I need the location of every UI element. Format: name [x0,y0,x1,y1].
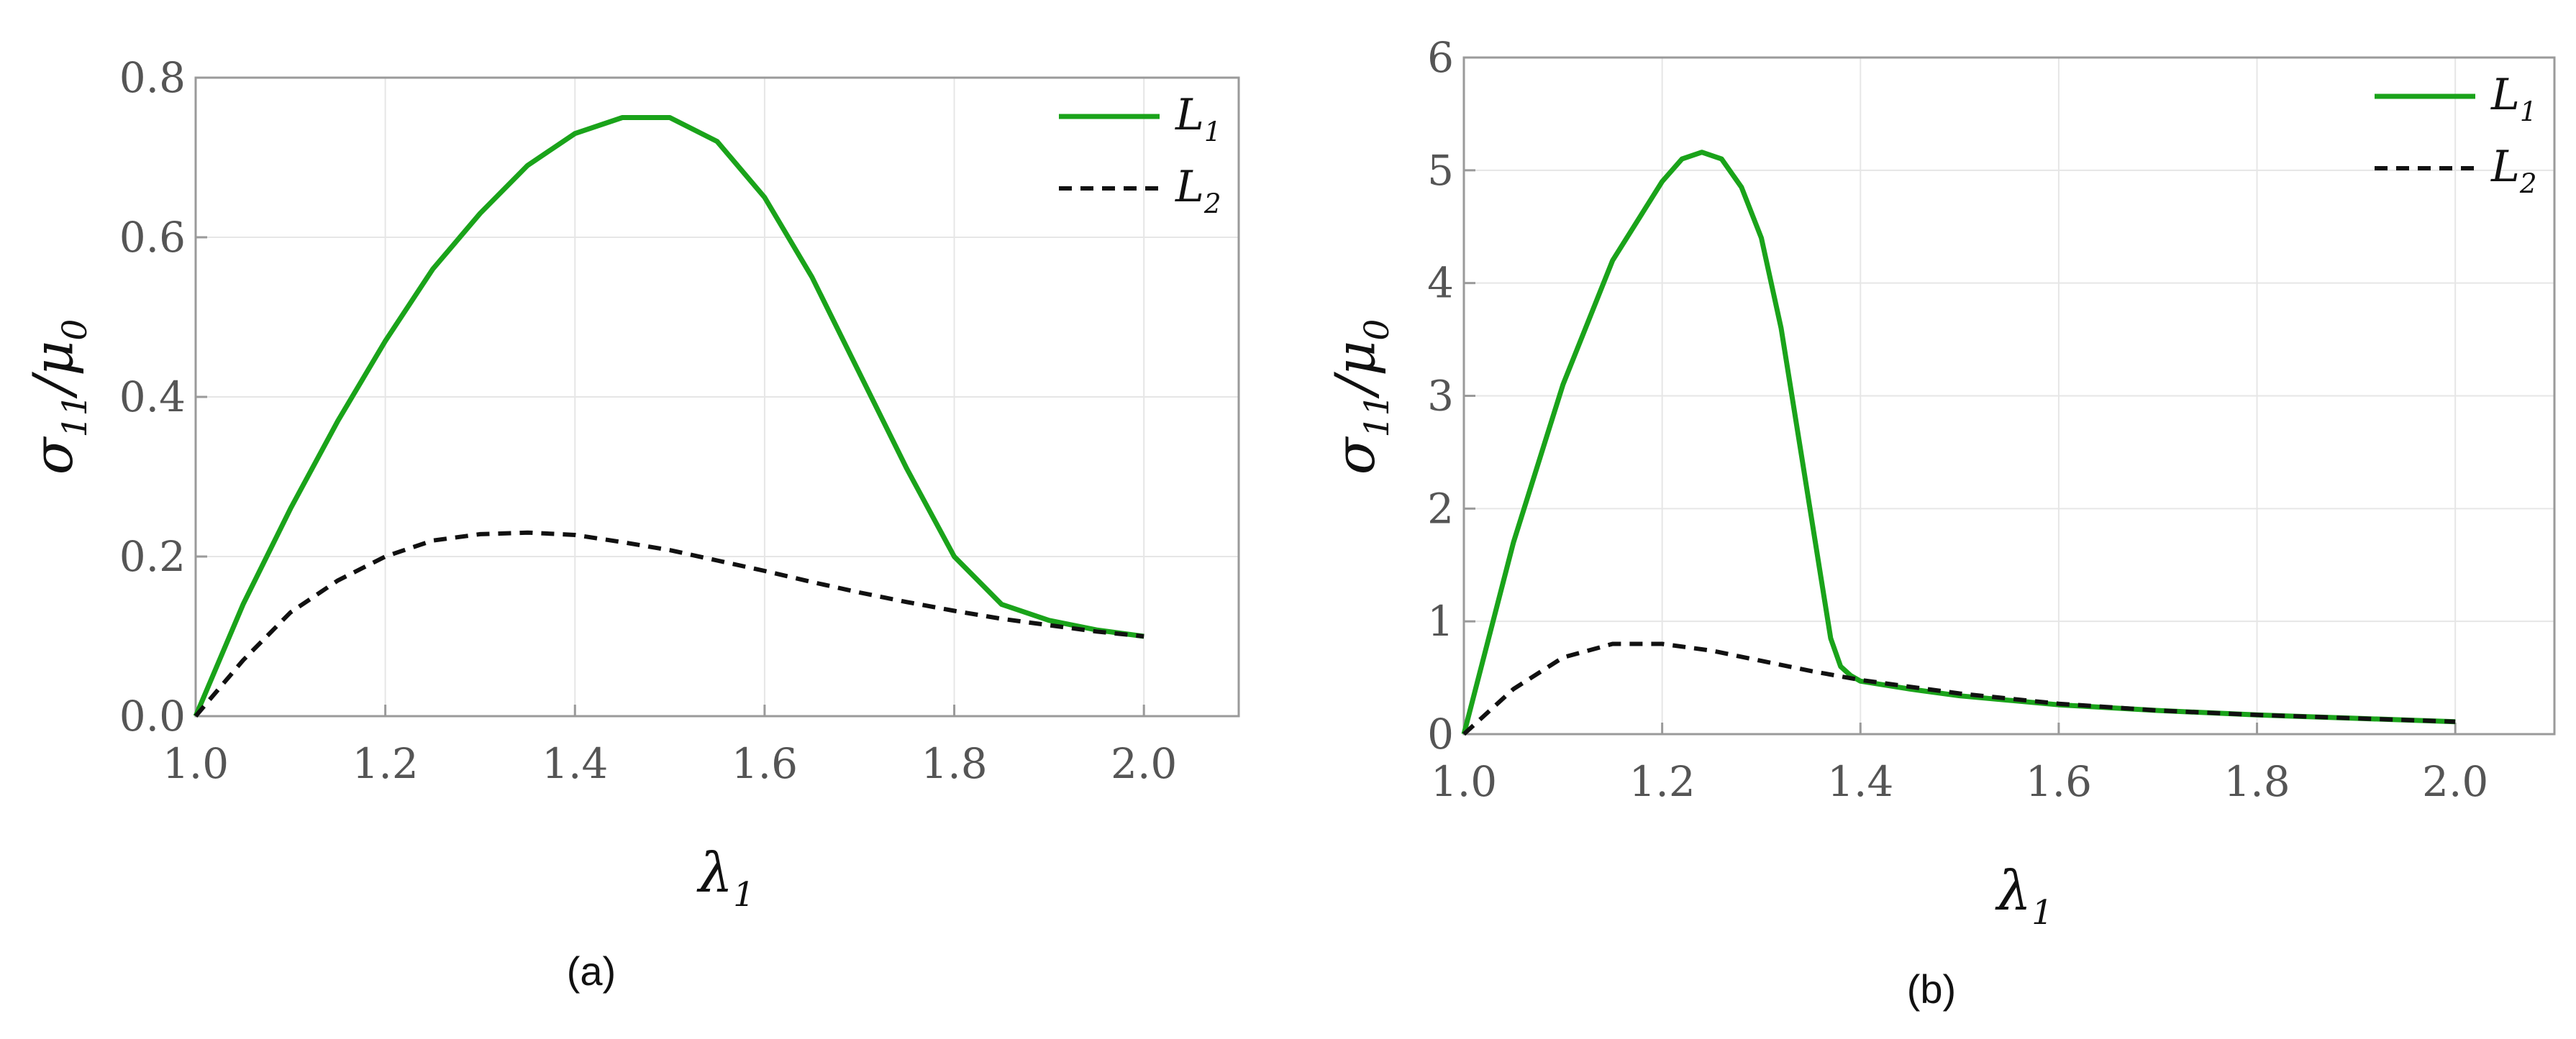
panel-a-legend-label-2: L2 [1175,162,1221,219]
panel-b-ytick-label: 4 [1427,259,1454,308]
panel-b-ytick-label: 1 [1427,597,1454,646]
panel-b-caption: (b) [1907,966,1956,1012]
panel-a-legend-label-1: L1 [1175,90,1221,147]
panel-b-legend-label-1: L1 [2490,70,2537,127]
panel-b-ytick-label: 5 [1427,146,1454,195]
panel-b-series-line-L1 [1461,150,2456,735]
panel-b-xtick-label: 2.0 [2422,757,2488,806]
panel-a-series-line-L2 [194,530,1144,718]
panel-b-xtick-label: 1.8 [2224,757,2290,806]
panel-a-series-line-L1 [193,115,1144,718]
panel-b-xtick-label: 1.2 [1629,757,1696,806]
panel-b-xtick-label: 1.0 [1431,757,1497,806]
panel-a-xtick-label: 1.2 [352,739,419,788]
panel-b-chart: 1.0 1.2 1.4 1.6 1.8 2.0 0 1 2 3 4 5 6 L1 L2 λ1 σ11/μ0 (b) [1323,33,2556,1012]
panel-b-ytick-label: 0 [1427,710,1454,759]
panel-b-x-axis-label: λ1 [1995,859,2053,933]
panel-a-ytick-label: 0.8 [119,53,186,102]
panel-a-ytick-label: 0.6 [119,213,186,262]
panel-a-ytick-label: 0.2 [119,532,186,581]
panel-b-ytick-label: 3 [1427,372,1454,421]
panel-a-y-axis-label: σ11/μ0 [21,319,95,475]
panel-a-xtick-label: 2.0 [1111,739,1177,788]
panel-a-xtick-label: 1.6 [732,739,798,788]
panel-b-ytick-label: 2 [1427,484,1454,533]
panel-a-xtick-label: 1.4 [542,739,608,788]
panel-a-caption: (a) [567,948,616,994]
panel-a-chart: 1.0 1.2 1.4 1.6 1.8 2.0 0.0 0.2 0.4 0.6 0.8 L1 L2 λ1 σ… [21,53,1240,994]
panel-a-x-axis-label: λ1 [696,841,755,915]
panel-b-xtick-label: 1.6 [2026,757,2092,806]
panel-b-y-axis-label: σ11/μ0 [1323,319,1397,475]
panel-b-legend-label-2: L2 [2490,142,2537,199]
panel-a-xtick-label: 1.8 [921,739,987,788]
panel-b-ytick-label: 6 [1427,33,1454,82]
panel-a-ytick-label: 0.0 [119,692,186,741]
panel-a-ytick-label: 0.4 [119,372,186,421]
panel-b-xtick-label: 1.4 [1827,757,1893,806]
panel-a-xtick-label: 1.0 [163,739,229,788]
panel-b-series-line-L2 [1462,641,2456,736]
